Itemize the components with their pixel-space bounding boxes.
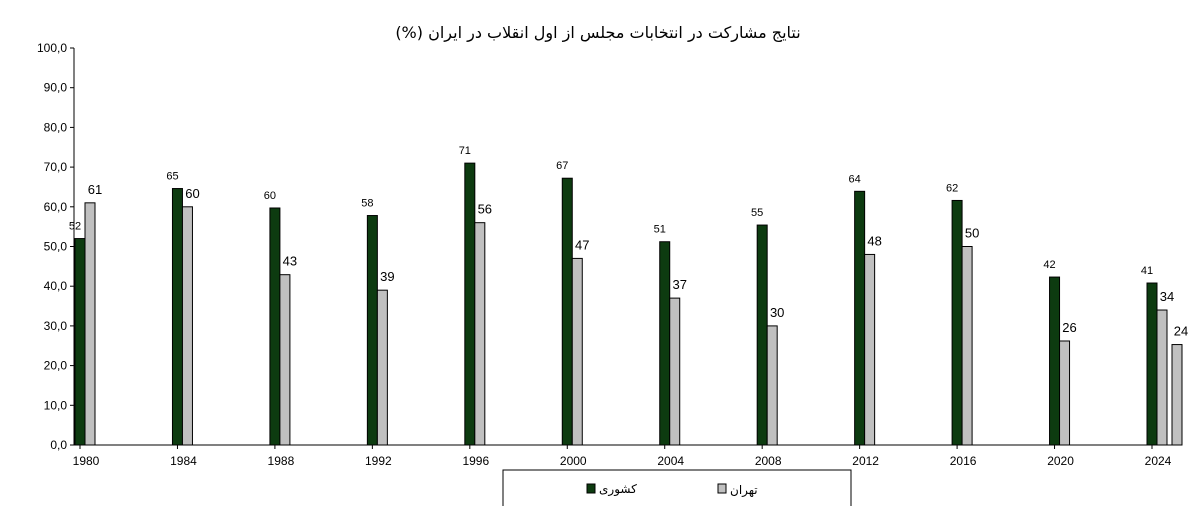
- data-label-tehran: 50: [965, 226, 979, 241]
- data-label-country: 51: [654, 224, 666, 236]
- legend-box: [502, 469, 852, 506]
- x-tick-label: 1980: [73, 454, 100, 468]
- x-tick-label: 2008: [755, 454, 782, 468]
- bar-country: [659, 241, 671, 446]
- bar-tehran: [84, 202, 96, 446]
- data-label-tehran: 34: [1160, 289, 1174, 304]
- y-tick-label: 20,0: [44, 359, 68, 373]
- bar-tehran: [669, 297, 681, 446]
- data-label-country: 41: [1141, 265, 1153, 277]
- bar-country: [561, 177, 573, 446]
- data-label-tehran: 43: [283, 254, 297, 269]
- bar-tehran: [474, 222, 486, 446]
- bar-tehran: [1059, 340, 1071, 446]
- bar-country: [366, 215, 378, 446]
- x-tick-label: 2004: [657, 454, 684, 468]
- y-tick-label: 10,0: [44, 398, 68, 412]
- bar-tehran: [864, 253, 876, 446]
- y-tick-label: 0,0: [50, 438, 67, 452]
- bar-country: [74, 238, 86, 446]
- legend-swatch-tehran: [717, 483, 727, 494]
- legend-label-tehran: تهران: [730, 483, 758, 498]
- bar-tehran: [766, 325, 778, 446]
- y-axis-ticks: 0,0 10,0 20,0 30,0 40,0 50,0 60,0 70,0 80,0 90,0 1…: [37, 41, 74, 452]
- data-labels: 52 65 60 58 71 67 51 55 64 62 42 41 61 60 43 39 56 47 37 30…: [69, 145, 1188, 338]
- data-label-country: 64: [849, 173, 861, 185]
- data-label-country: 42: [1043, 259, 1055, 271]
- data-label-country: 55: [751, 207, 763, 219]
- data-label-country: 60: [264, 190, 276, 202]
- data-label-country: 71: [459, 145, 471, 157]
- data-label-tehran: 39: [380, 269, 394, 284]
- chart-title: نتایج مشارکت در انتخابات مجلس از اول انق…: [395, 23, 800, 43]
- data-label-country: 58: [361, 198, 373, 210]
- bars: [74, 162, 1183, 446]
- x-tick-label: 1988: [268, 454, 295, 468]
- y-tick-label: 100,0: [37, 41, 67, 55]
- y-tick-label: 70,0: [44, 160, 68, 174]
- bar-country: [1049, 276, 1061, 446]
- bar-tehran: [571, 257, 583, 446]
- bar-country: [464, 162, 476, 446]
- data-label-tehran: 61: [88, 182, 102, 197]
- y-tick-label: 30,0: [44, 319, 68, 333]
- x-tick-label: 2012: [852, 454, 879, 468]
- y-tick-label: 60,0: [44, 200, 68, 214]
- bar-country: [269, 207, 281, 446]
- data-label-extra: 24: [1174, 324, 1188, 339]
- x-tick-label: 1996: [462, 454, 489, 468]
- y-tick-label: 40,0: [44, 279, 68, 293]
- bar-country: [951, 199, 963, 446]
- bar-tehran: [961, 246, 973, 446]
- bar-country: [854, 190, 866, 446]
- data-label-tehran: 26: [1062, 320, 1076, 335]
- bar-extra: [1171, 344, 1183, 446]
- x-tick-label: 2016: [950, 454, 977, 468]
- data-label-country: 52: [69, 221, 81, 233]
- bar-tehran: [376, 289, 388, 446]
- data-label-country: 65: [166, 171, 178, 183]
- legend-label-country: کشوری: [599, 482, 637, 497]
- bar-country: [756, 224, 768, 446]
- x-tick-label: 1992: [365, 454, 392, 468]
- data-label-country: 62: [946, 182, 958, 194]
- bar-tehran: [279, 274, 291, 446]
- x-tick-label: 2000: [560, 454, 587, 468]
- data-label-tehran: 47: [575, 237, 589, 252]
- y-tick-label: 80,0: [44, 120, 68, 134]
- legend-swatch-country: [586, 483, 596, 494]
- data-label-country: 67: [556, 160, 568, 172]
- bar-tehran: [1156, 309, 1168, 446]
- x-axis-ticks: 1980 1984 1988 1992 1996 2000 2004 2008 2012 2016…: [73, 445, 1172, 468]
- legend: کشوری تهران: [502, 469, 852, 506]
- y-tick-label: 90,0: [44, 81, 68, 95]
- x-tick-label: 1984: [170, 454, 197, 468]
- data-label-tehran: 56: [478, 202, 492, 217]
- bar-country: [171, 188, 183, 446]
- data-label-tehran: 30: [770, 305, 784, 320]
- data-label-tehran: 37: [672, 277, 686, 292]
- bar-tehran: [181, 206, 193, 446]
- data-label-tehran: 60: [185, 186, 199, 201]
- data-label-tehran: 48: [867, 233, 881, 248]
- y-tick-label: 50,0: [44, 240, 68, 254]
- bar-country: [1146, 282, 1158, 446]
- x-tick-label: 2024: [1145, 454, 1172, 468]
- x-tick-label: 2020: [1047, 454, 1074, 468]
